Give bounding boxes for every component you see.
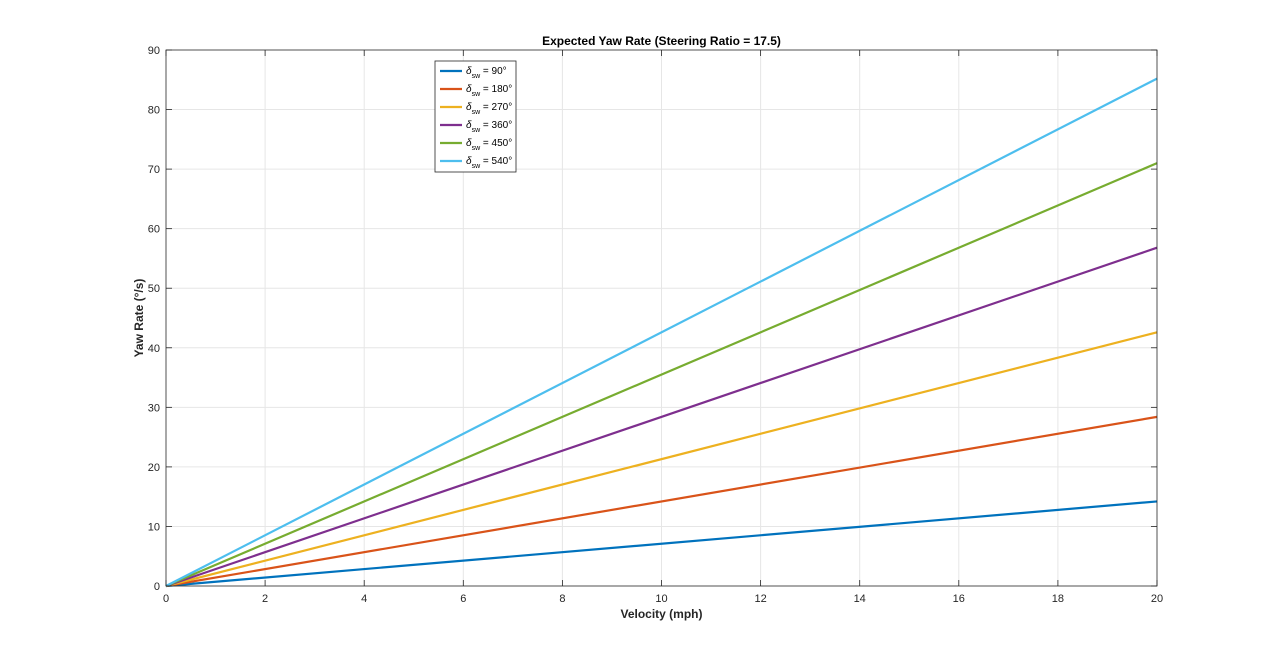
legend-value: = 360° bbox=[480, 120, 512, 131]
y-tick-label: 40 bbox=[148, 343, 160, 355]
legend-value: = 180° bbox=[480, 84, 512, 95]
x-tick-label: 6 bbox=[460, 593, 466, 605]
legend-subscript: sw bbox=[472, 91, 482, 98]
y-tick-label: 90 bbox=[148, 45, 160, 57]
legend-label: δsw = 360° bbox=[466, 120, 512, 134]
series-line-360deg bbox=[165, 246, 1158, 588]
legend-label: δsw = 540° bbox=[466, 156, 512, 170]
x-axis-label: Velocity (mph) bbox=[620, 607, 702, 621]
legend-delta-symbol: δ bbox=[466, 138, 472, 149]
legend-delta-symbol: δ bbox=[466, 156, 472, 167]
y-tick-label: 20 bbox=[148, 462, 160, 474]
series-line-180deg bbox=[165, 415, 1158, 588]
y-tick-label: 50 bbox=[148, 283, 160, 295]
legend-delta-symbol: δ bbox=[466, 84, 472, 95]
y-tick-label: 80 bbox=[148, 105, 160, 117]
legend-value: = 450° bbox=[480, 138, 512, 149]
legend-label: δsw = 270° bbox=[466, 102, 512, 116]
legend-subscript: sw bbox=[472, 109, 482, 116]
legend-subscript: sw bbox=[472, 127, 482, 134]
y-tick-label: 0 bbox=[154, 581, 160, 593]
x-tick-label: 10 bbox=[655, 593, 667, 605]
y-axis-label: Yaw Rate (°/s) bbox=[132, 279, 146, 358]
series-lines bbox=[165, 77, 1158, 588]
legend-delta-symbol: δ bbox=[466, 102, 472, 113]
legend-label: δsw = 90° bbox=[466, 66, 507, 80]
y-tick-label: 10 bbox=[148, 521, 160, 533]
x-tick-label: 14 bbox=[854, 593, 866, 605]
y-tick-label: 30 bbox=[148, 402, 160, 414]
legend-subscript: sw bbox=[472, 145, 482, 152]
axis-ticks: 0 2 4 6 8 10 12 14 16 18 20 0 10 20 30 40 50 60 70 80 90 bbox=[148, 45, 1163, 605]
legend-value: = 90° bbox=[480, 66, 507, 77]
legend-label: δsw = 450° bbox=[466, 138, 512, 152]
x-tick-label: 4 bbox=[361, 593, 367, 605]
x-tick-label: 2 bbox=[262, 593, 268, 605]
legend-value: = 270° bbox=[480, 102, 512, 113]
series-line-270deg bbox=[165, 331, 1158, 588]
legend: δsw = 90°δsw = 180°δsw = 270°δsw = 360°δ… bbox=[434, 60, 517, 173]
legend-box bbox=[434, 60, 517, 173]
legend-delta-symbol: δ bbox=[466, 120, 472, 131]
x-tick-label: 0 bbox=[163, 593, 169, 605]
x-tick-label: 8 bbox=[559, 593, 565, 605]
series-line-90deg bbox=[165, 500, 1158, 588]
legend-label: δsw = 180° bbox=[466, 84, 512, 98]
x-tick-label: 20 bbox=[1151, 593, 1163, 605]
legend-subscript: sw bbox=[472, 73, 482, 80]
x-tick-label: 12 bbox=[754, 593, 766, 605]
legend-subscript: sw bbox=[472, 163, 482, 170]
legend-value: = 540° bbox=[480, 156, 512, 167]
chart-title: Expected Yaw Rate (Steering Ratio = 17.5… bbox=[542, 34, 781, 48]
legend-delta-symbol: δ bbox=[466, 66, 472, 77]
series-line-450deg bbox=[165, 162, 1158, 588]
y-tick-label: 70 bbox=[148, 164, 160, 176]
y-tick-label: 60 bbox=[148, 224, 160, 236]
x-tick-label: 18 bbox=[1052, 593, 1064, 605]
series-line-540deg bbox=[165, 77, 1158, 587]
x-tick-label: 16 bbox=[953, 593, 965, 605]
